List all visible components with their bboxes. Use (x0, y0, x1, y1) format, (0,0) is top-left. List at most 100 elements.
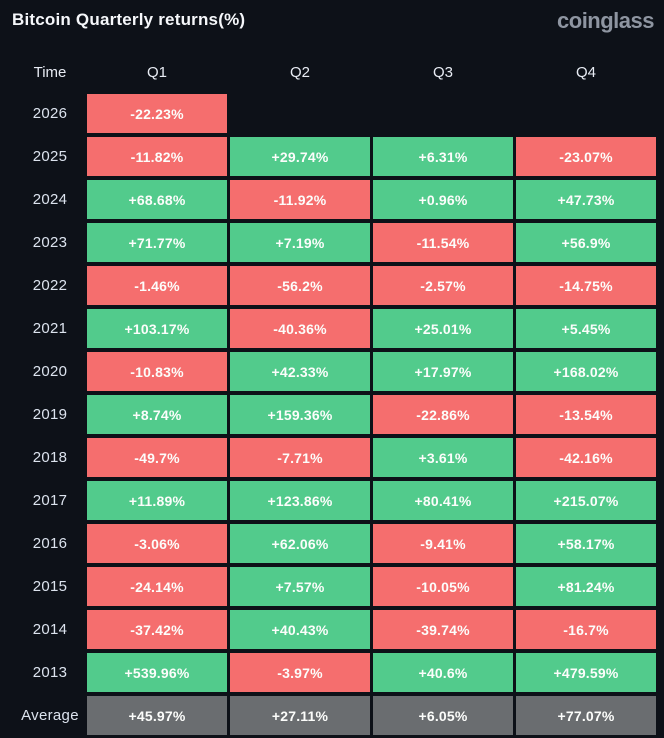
return-cell: -37.42% (87, 610, 227, 649)
return-cell: +27.11% (230, 696, 370, 735)
table-row: Average +45.97% +27.11% +6.05% +77.07% (0, 696, 664, 735)
column-header-q2: Q2 (289, 63, 310, 81)
return-cell: -40.36% (230, 309, 370, 348)
return-cell: -42.16% (516, 438, 656, 477)
return-cell: +56.9% (516, 223, 656, 262)
return-cell: +29.74% (230, 137, 370, 176)
coinglass-logo: coinglass (557, 8, 654, 33)
return-cell: -11.82% (87, 137, 227, 176)
row-label: 2020 (32, 363, 68, 380)
return-cell: +215.07% (516, 481, 656, 520)
header-bar: Bitcoin Quarterly returns(%) coinglass (0, 0, 664, 42)
return-cell: +6.31% (373, 137, 513, 176)
table-row: 2017 +11.89% +123.86% +80.41% +215.07% (0, 481, 664, 520)
return-cell: -22.86% (373, 395, 513, 434)
return-cell: +7.19% (230, 223, 370, 262)
return-cell: +103.17% (87, 309, 227, 348)
return-cell (516, 94, 656, 133)
return-cell: +3.61% (373, 438, 513, 477)
column-header-q1: Q1 (146, 63, 167, 81)
return-cell: -3.06% (87, 524, 227, 563)
column-header-q4: Q4 (575, 63, 596, 81)
column-header-time: Time (33, 63, 67, 81)
table-row: 2019 +8.74% +159.36% -22.86% -13.54% (0, 395, 664, 434)
row-label: 2018 (32, 449, 68, 466)
row-label: 2019 (32, 406, 68, 423)
return-cell: +17.97% (373, 352, 513, 391)
row-label: 2021 (32, 320, 68, 337)
return-cell: +8.74% (87, 395, 227, 434)
row-label: Average (21, 707, 79, 724)
return-cell: -49.7% (87, 438, 227, 477)
return-cell: +71.77% (87, 223, 227, 262)
row-label: 2022 (32, 277, 68, 294)
return-cell: -16.7% (516, 610, 656, 649)
return-cell: -39.74% (373, 610, 513, 649)
return-cell: +123.86% (230, 481, 370, 520)
row-label: 2013 (32, 664, 68, 681)
return-cell: +168.02% (516, 352, 656, 391)
row-label: 2025 (32, 148, 68, 165)
return-cell: +5.45% (516, 309, 656, 348)
return-cell: -2.57% (373, 266, 513, 305)
return-cell: +45.97% (87, 696, 227, 735)
row-label: 2015 (32, 578, 68, 595)
column-header-q3: Q3 (432, 63, 453, 81)
return-cell: +81.24% (516, 567, 656, 606)
return-cell: +47.73% (516, 180, 656, 219)
return-cell: +7.57% (230, 567, 370, 606)
table-row: 2024 +68.68% -11.92% +0.96% +47.73% (0, 180, 664, 219)
table-row: 2025 -11.82% +29.74% +6.31% -23.07% (0, 137, 664, 176)
return-cell: -11.92% (230, 180, 370, 219)
return-cell: -13.54% (516, 395, 656, 434)
table-row: 2023 +71.77% +7.19% -11.54% +56.9% (0, 223, 664, 262)
return-cell: +11.89% (87, 481, 227, 520)
row-label: 2017 (32, 492, 68, 509)
return-cell: +159.36% (230, 395, 370, 434)
page-title: Bitcoin Quarterly returns(%) (12, 10, 246, 29)
table-row: 2018 -49.7% -7.71% +3.61% -42.16% (0, 438, 664, 477)
return-cell: -14.75% (516, 266, 656, 305)
table-row: 2014 -37.42% +40.43% -39.74% -16.7% (0, 610, 664, 649)
row-label: 2023 (32, 234, 68, 251)
return-cell: -3.97% (230, 653, 370, 692)
return-cell: -23.07% (516, 137, 656, 176)
return-cell (373, 94, 513, 133)
return-cell: -10.05% (373, 567, 513, 606)
table-row: 2026 -22.23% (0, 94, 664, 133)
return-cell: +40.43% (230, 610, 370, 649)
return-cell: +62.06% (230, 524, 370, 563)
table-row: 2013 +539.96% -3.97% +40.6% +479.59% (0, 653, 664, 692)
return-cell: +539.96% (87, 653, 227, 692)
return-cell: -9.41% (373, 524, 513, 563)
return-cell: +40.6% (373, 653, 513, 692)
returns-table-body: 2026 -22.23% 2025 -11.82% +29.74% +6.31% -23.0… (0, 94, 664, 735)
row-label: 2014 (32, 621, 68, 638)
return-cell: +68.68% (87, 180, 227, 219)
return-cell: -11.54% (373, 223, 513, 262)
return-cell: +0.96% (373, 180, 513, 219)
table-row: 2022 -1.46% -56.2% -2.57% -14.75% (0, 266, 664, 305)
column-header-row: Time Q1 Q2 Q3 Q4 (0, 58, 664, 86)
return-cell: +77.07% (516, 696, 656, 735)
return-cell: +80.41% (373, 481, 513, 520)
return-cell: +58.17% (516, 524, 656, 563)
return-cell: +479.59% (516, 653, 656, 692)
return-cell: -56.2% (230, 266, 370, 305)
return-cell: -22.23% (87, 94, 227, 133)
return-cell: -10.83% (87, 352, 227, 391)
return-cell: +25.01% (373, 309, 513, 348)
table-row: 2016 -3.06% +62.06% -9.41% +58.17% (0, 524, 664, 563)
return-cell: -7.71% (230, 438, 370, 477)
return-cell: -24.14% (87, 567, 227, 606)
return-cell: +42.33% (230, 352, 370, 391)
table-row: 2015 -24.14% +7.57% -10.05% +81.24% (0, 567, 664, 606)
return-cell (230, 94, 370, 133)
table-row: 2021 +103.17% -40.36% +25.01% +5.45% (0, 309, 664, 348)
return-cell: +6.05% (373, 696, 513, 735)
row-label: 2026 (32, 105, 68, 122)
return-cell: -1.46% (87, 266, 227, 305)
row-label: 2016 (32, 535, 68, 552)
table-row: 2020 -10.83% +42.33% +17.97% +168.02% (0, 352, 664, 391)
